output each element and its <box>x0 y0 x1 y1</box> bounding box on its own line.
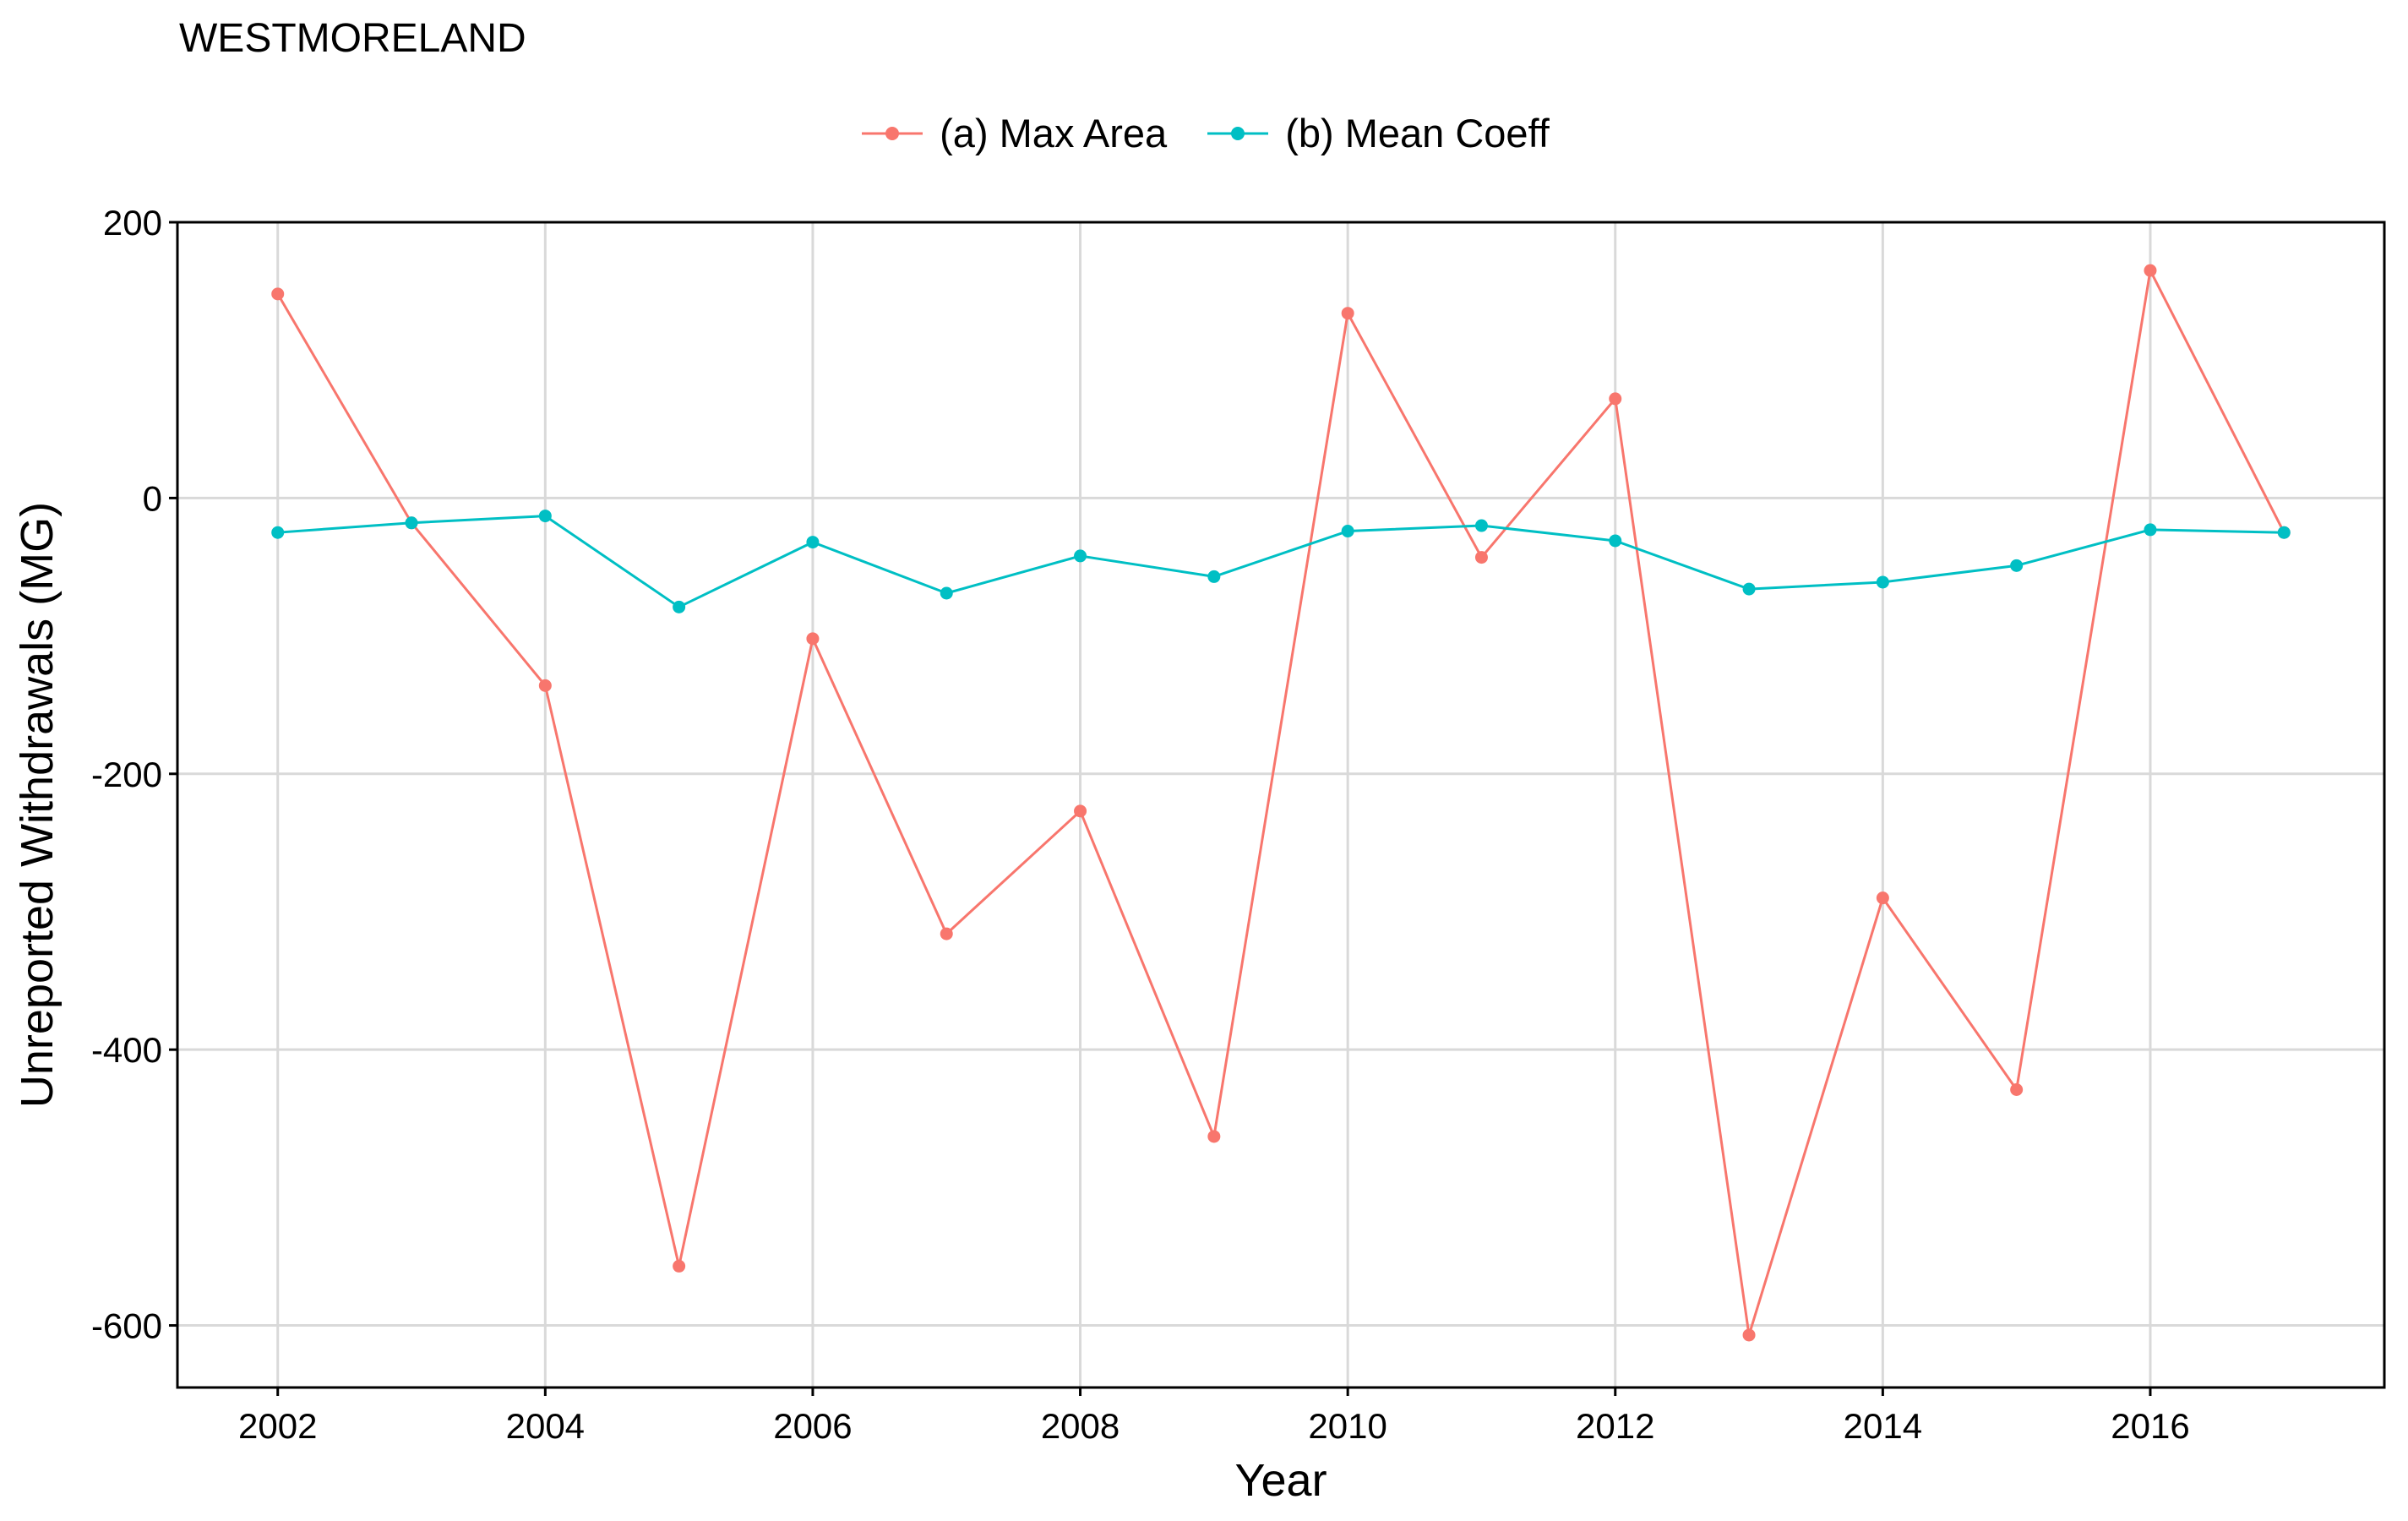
data-point-a-max-area <box>1207 1130 1221 1143</box>
data-point-b-mean-coeff <box>2144 523 2157 537</box>
data-point-a-max-area <box>1474 551 1488 564</box>
data-point-a-max-area <box>538 679 552 692</box>
series-line-a-max-area <box>276 269 2285 1337</box>
data-point-b-mean-coeff <box>1876 575 1889 589</box>
data-point-b-mean-coeff <box>405 516 418 530</box>
y-tick-label: -400 <box>91 1030 162 1070</box>
data-point-a-max-area <box>1742 1328 1756 1342</box>
x-axis-label: Year <box>1234 1455 1327 1506</box>
plot-border <box>176 221 2386 1389</box>
data-point-b-mean-coeff <box>1207 570 1221 583</box>
data-point-b-mean-coeff <box>1074 549 1087 563</box>
y-tick-label: 0 <box>143 478 162 518</box>
x-tick-label: 2010 <box>1308 1406 1387 1446</box>
legend-key-mean-coeff <box>1207 126 1269 140</box>
legend-key-max-area <box>862 126 923 140</box>
data-point-a-max-area <box>1341 307 1354 320</box>
y-tick-label: 200 <box>103 203 162 243</box>
data-point-b-mean-coeff <box>1742 582 1756 596</box>
x-tick-label: 2016 <box>2111 1406 2189 1446</box>
data-point-b-mean-coeff <box>2010 559 2024 572</box>
x-tick-label: 2004 <box>506 1406 585 1446</box>
x-tick-label: 2006 <box>773 1406 852 1446</box>
data-point-b-mean-coeff <box>673 600 686 613</box>
x-tick-label: 2008 <box>1041 1406 1120 1446</box>
data-point-a-max-area <box>806 632 820 646</box>
data-point-a-max-area <box>1876 891 1889 905</box>
x-tick-label: 2012 <box>1576 1406 1654 1446</box>
x-tick-label: 2002 <box>238 1406 317 1446</box>
data-point-b-mean-coeff <box>940 586 953 600</box>
legend: (a) Max Area (b) Mean Coeff <box>0 110 2408 156</box>
y-tick-label: -600 <box>91 1306 162 1346</box>
data-point-b-mean-coeff <box>1609 534 1622 548</box>
x-tick-label: 2014 <box>1844 1406 1922 1446</box>
data-point-a-max-area <box>940 927 953 940</box>
legend-item-max-area: (a) Max Area <box>858 110 1167 156</box>
data-point-a-max-area <box>271 287 285 301</box>
series-line-b-mean-coeff <box>277 515 2285 608</box>
chart-title: WESTMORELAND <box>179 16 526 61</box>
legend-label-mean-coeff: (b) Mean Coeff <box>1285 111 1550 155</box>
legend-item-mean-coeff: (b) Mean Coeff <box>1204 110 1550 156</box>
legend-label-max-area: (a) Max Area <box>940 111 1168 155</box>
data-point-a-max-area <box>1074 804 1087 818</box>
y-axis-label: Unreported Withdrawals (MG) <box>12 502 63 1108</box>
data-point-b-mean-coeff <box>1341 525 1354 538</box>
data-point-a-max-area <box>673 1259 686 1273</box>
y-tick-label: -200 <box>91 755 162 794</box>
data-point-b-mean-coeff <box>271 526 285 539</box>
data-point-a-max-area <box>1609 392 1622 406</box>
data-point-a-max-area <box>2010 1082 2024 1096</box>
data-point-b-mean-coeff <box>1474 519 1488 532</box>
data-point-b-mean-coeff <box>2277 526 2291 539</box>
data-point-b-mean-coeff <box>538 510 552 523</box>
data-point-b-mean-coeff <box>806 536 820 549</box>
data-point-a-max-area <box>2144 264 2157 277</box>
